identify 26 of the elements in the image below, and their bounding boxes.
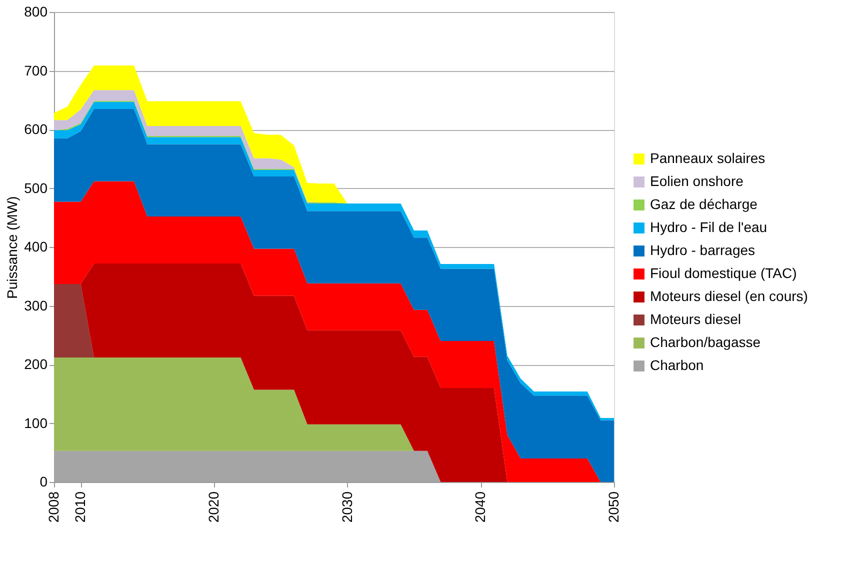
y-tick-label: 600 [24, 121, 48, 137]
legend-label: Charbon [650, 357, 704, 373]
y-tick-label: 200 [24, 356, 48, 372]
legend-label: Hydro - Fil de l'eau [650, 219, 768, 235]
legend-label: Fioul domestique (TAC) [650, 265, 797, 281]
legend-label: Moteurs diesel [650, 311, 742, 327]
y-tick-label: 700 [24, 62, 48, 78]
x-tick-label: 2010 [72, 491, 88, 523]
y-axis-title: Puissance (MW) [4, 196, 20, 299]
legend-label: Charbon/bagasse [650, 334, 761, 350]
x-tick-label: 2008 [46, 491, 62, 523]
x-tick-label: 2030 [338, 491, 355, 523]
x-tick-label: 2050 [606, 491, 622, 523]
y-tick-label: 300 [24, 297, 48, 314]
x-tick-label: 2040 [472, 491, 488, 523]
legend-label: Hydro - barrages [650, 242, 756, 258]
legend-label: Moteurs diesel (en cours) [650, 288, 808, 304]
y-tick-label: 800 [24, 4, 48, 20]
y-tick-label: 400 [24, 238, 48, 254]
y-tick-label: 500 [24, 180, 48, 196]
legend-label: Panneaux solaires [650, 150, 766, 166]
x-tick-label: 2020 [206, 491, 222, 523]
legend-label: Gaz de décharge [650, 196, 758, 212]
y-tick-label: 0 [40, 474, 48, 490]
legend-label: Eolien onshore [650, 173, 744, 189]
y-tick-label: 100 [24, 414, 48, 431]
